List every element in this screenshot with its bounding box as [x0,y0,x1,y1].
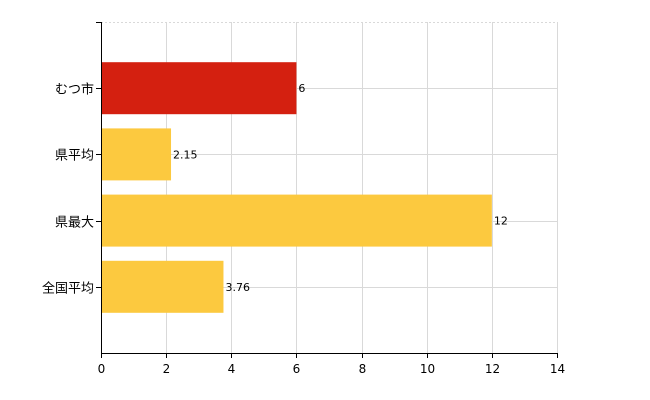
x-tick-label-1: 2 [163,362,171,376]
x-tick-label-0: 0 [98,362,106,376]
category-label-1: 県平均 [55,149,94,164]
category-label-3: 全国平均 [42,281,94,297]
bar-2 [102,194,492,247]
x-tick-label-5: 10 [420,362,435,376]
bars [102,62,492,313]
x-tick-label-7: 14 [550,362,565,376]
data-label-2: 12 [494,215,508,228]
data-label-0: 6 [298,82,305,95]
data-label-1: 2.15 [173,148,198,161]
x-tick-label-2: 4 [228,362,236,376]
x-tick-label-4: 8 [359,362,367,376]
category-label-0: むつ市 [55,82,94,98]
bar-0 [102,62,297,115]
x-tick-label-6: 12 [485,362,500,376]
data-label-3: 3.76 [225,281,250,294]
bar-3 [102,260,224,313]
bar-1 [102,128,172,181]
axes [96,22,558,358]
category-label-2: 県最大 [55,216,94,231]
x-tick-label-3: 6 [293,362,301,376]
